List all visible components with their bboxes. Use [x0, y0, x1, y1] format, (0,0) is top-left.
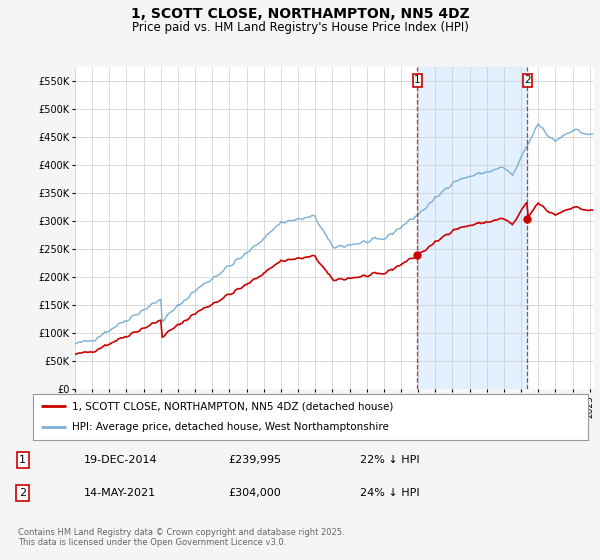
Text: Contains HM Land Registry data © Crown copyright and database right 2025.
This d: Contains HM Land Registry data © Crown c…: [18, 528, 344, 547]
Text: HPI: Average price, detached house, West Northamptonshire: HPI: Average price, detached house, West…: [72, 422, 389, 432]
Text: 2: 2: [524, 75, 531, 85]
Text: 24% ↓ HPI: 24% ↓ HPI: [360, 488, 419, 498]
Text: £239,995: £239,995: [228, 455, 281, 465]
Text: Price paid vs. HM Land Registry's House Price Index (HPI): Price paid vs. HM Land Registry's House …: [131, 21, 469, 34]
Text: 1: 1: [19, 455, 26, 465]
Text: 1, SCOTT CLOSE, NORTHAMPTON, NN5 4DZ: 1, SCOTT CLOSE, NORTHAMPTON, NN5 4DZ: [131, 7, 469, 21]
Text: 14-MAY-2021: 14-MAY-2021: [84, 488, 156, 498]
Text: 19-DEC-2014: 19-DEC-2014: [84, 455, 158, 465]
Text: 1, SCOTT CLOSE, NORTHAMPTON, NN5 4DZ (detached house): 1, SCOTT CLOSE, NORTHAMPTON, NN5 4DZ (de…: [72, 401, 393, 411]
Text: 2: 2: [19, 488, 26, 498]
Text: £304,000: £304,000: [228, 488, 281, 498]
Bar: [418, 67, 527, 389]
Text: 22% ↓ HPI: 22% ↓ HPI: [360, 455, 419, 465]
Text: 1: 1: [414, 75, 421, 85]
